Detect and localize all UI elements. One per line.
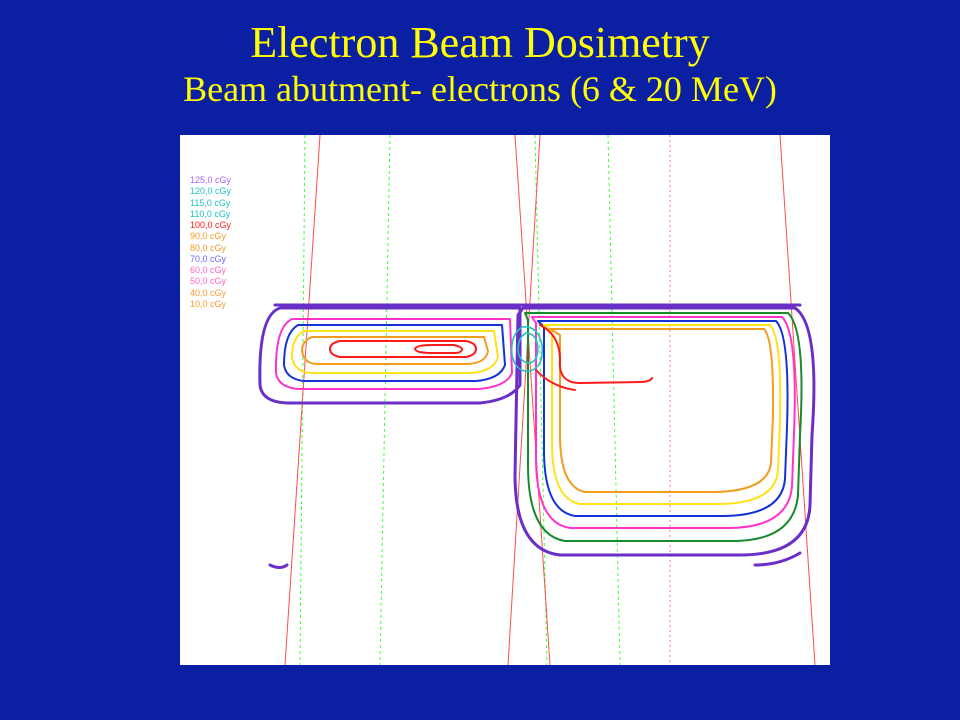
title-main: Electron Beam Dosimetry — [0, 18, 960, 69]
legend-item: 50,0 cGy — [190, 276, 231, 287]
legend-item: 70,0 cGy — [190, 254, 231, 265]
title-subtitle: Beam abutment- electrons (6 & 20 MeV) — [0, 69, 960, 110]
slide-root: Electron Beam Dosimetry Beam abutment- e… — [0, 0, 960, 720]
legend-item: 125,0 cGy — [190, 175, 231, 186]
legend-item: 60,0 cGy — [190, 265, 231, 276]
legend-item: 80,0 cGy — [190, 243, 231, 254]
legend-item: 90,0 cGy — [190, 231, 231, 242]
isodose-chart-panel: 125,0 cGy120,0 cGy115,0 cGy110,0 cGy100,… — [180, 135, 830, 665]
legend-item: 10,0 cGy — [190, 299, 231, 310]
legend-item: 100,0 cGy — [190, 220, 231, 231]
legend-item: 115,0 cGy — [190, 198, 231, 209]
title-block: Electron Beam Dosimetry Beam abutment- e… — [0, 0, 960, 110]
legend-item: 40,0 cGy — [190, 288, 231, 299]
isodose-legend: 125,0 cGy120,0 cGy115,0 cGy110,0 cGy100,… — [190, 175, 231, 310]
isodose-contour-plot — [180, 135, 830, 665]
legend-item: 110,0 cGy — [190, 209, 231, 220]
legend-item: 120,0 cGy — [190, 186, 231, 197]
